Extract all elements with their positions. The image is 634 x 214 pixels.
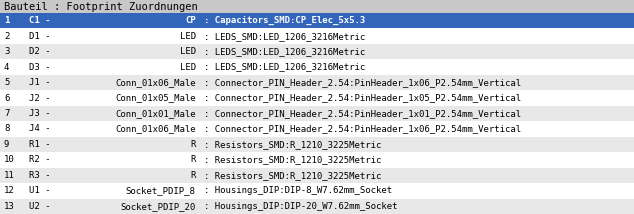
Text: : Resistors_SMD:R_1210_3225Metric: : Resistors_SMD:R_1210_3225Metric — [204, 155, 381, 164]
Text: R: R — [190, 155, 196, 164]
Text: 13: 13 — [4, 202, 15, 211]
Text: : Resistors_SMD:R_1210_3225Metric: : Resistors_SMD:R_1210_3225Metric — [204, 140, 381, 149]
Text: : LEDS_SMD:LED_1206_3216Metric: : LEDS_SMD:LED_1206_3216Metric — [204, 63, 365, 72]
Text: R1 -: R1 - — [29, 140, 51, 149]
Text: : LEDS_SMD:LED_1206_3216Metric: : LEDS_SMD:LED_1206_3216Metric — [204, 47, 365, 56]
Bar — [0, 152, 634, 168]
Text: : Housings_DIP:DIP-20_W7.62mm_Socket: : Housings_DIP:DIP-20_W7.62mm_Socket — [204, 202, 398, 211]
Text: : Housings_DIP:DIP-8_W7.62mm_Socket: : Housings_DIP:DIP-8_W7.62mm_Socket — [204, 186, 392, 195]
Text: LED: LED — [179, 47, 196, 56]
Text: LED: LED — [179, 32, 196, 41]
Bar — [0, 121, 634, 137]
Bar — [0, 199, 634, 214]
Text: J1 -: J1 - — [29, 78, 51, 87]
Text: R: R — [190, 140, 196, 149]
Text: C1 -: C1 - — [29, 16, 51, 25]
Text: 3: 3 — [4, 47, 10, 56]
Text: Socket_PDIP_20: Socket_PDIP_20 — [120, 202, 196, 211]
Bar — [0, 90, 634, 106]
Text: 6: 6 — [4, 94, 10, 103]
Bar — [0, 106, 634, 121]
Text: D3 -: D3 - — [29, 63, 51, 72]
Bar — [0, 137, 634, 152]
Text: J4 -: J4 - — [29, 125, 51, 134]
Text: 10: 10 — [4, 155, 15, 164]
Bar — [0, 183, 634, 199]
Bar — [0, 0, 634, 13]
Text: D1 -: D1 - — [29, 32, 51, 41]
Text: 7: 7 — [4, 109, 10, 118]
Text: Socket_PDIP_8: Socket_PDIP_8 — [126, 186, 196, 195]
Text: 2: 2 — [4, 32, 10, 41]
Text: : Connector_PIN_Header_2.54:PinHeader_1x06_P2.54mm_Vertical: : Connector_PIN_Header_2.54:PinHeader_1x… — [204, 125, 521, 134]
Text: 1: 1 — [4, 16, 10, 25]
Bar — [0, 44, 634, 59]
Bar — [0, 168, 634, 183]
Text: R3 -: R3 - — [29, 171, 51, 180]
Bar — [0, 59, 634, 75]
Text: : Connector_PIN_Header_2.54:PinHeader_1x01_P2.54mm_Vertical: : Connector_PIN_Header_2.54:PinHeader_1x… — [204, 109, 521, 118]
Text: 4: 4 — [4, 63, 10, 72]
Text: Conn_01x05_Male: Conn_01x05_Male — [115, 94, 196, 103]
Text: Conn_01x01_Male: Conn_01x01_Male — [115, 109, 196, 118]
Text: Conn_01x06_Male: Conn_01x06_Male — [115, 78, 196, 87]
Text: 8: 8 — [4, 125, 10, 134]
Text: J2 -: J2 - — [29, 94, 51, 103]
Text: Conn_01x06_Male: Conn_01x06_Male — [115, 125, 196, 134]
Text: 5: 5 — [4, 78, 10, 87]
Text: R2 -: R2 - — [29, 155, 51, 164]
Text: D2 -: D2 - — [29, 47, 51, 56]
Text: R: R — [190, 171, 196, 180]
Text: U1 -: U1 - — [29, 186, 51, 195]
Text: 11: 11 — [4, 171, 15, 180]
Text: : Connector_PIN_Header_2.54:PinHeader_1x05_P2.54mm_Vertical: : Connector_PIN_Header_2.54:PinHeader_1x… — [204, 94, 521, 103]
Text: CP: CP — [185, 16, 196, 25]
Text: 9: 9 — [4, 140, 10, 149]
Text: Bauteil : Footprint Zuordnungen: Bauteil : Footprint Zuordnungen — [4, 1, 198, 12]
Text: LED: LED — [179, 63, 196, 72]
Text: : Resistors_SMD:R_1210_3225Metric: : Resistors_SMD:R_1210_3225Metric — [204, 171, 381, 180]
Text: 12: 12 — [4, 186, 15, 195]
Text: : LEDS_SMD:LED_1206_3216Metric: : LEDS_SMD:LED_1206_3216Metric — [204, 32, 365, 41]
Text: J3 -: J3 - — [29, 109, 51, 118]
Text: : Capacitors_SMD:CP_Elec_5x5.3: : Capacitors_SMD:CP_Elec_5x5.3 — [204, 16, 365, 25]
Text: U2 -: U2 - — [29, 202, 51, 211]
Text: : Connector_PIN_Header_2.54:PinHeader_1x06_P2.54mm_Vertical: : Connector_PIN_Header_2.54:PinHeader_1x… — [204, 78, 521, 87]
Bar — [0, 75, 634, 90]
Bar — [0, 28, 634, 44]
Bar — [0, 13, 634, 28]
